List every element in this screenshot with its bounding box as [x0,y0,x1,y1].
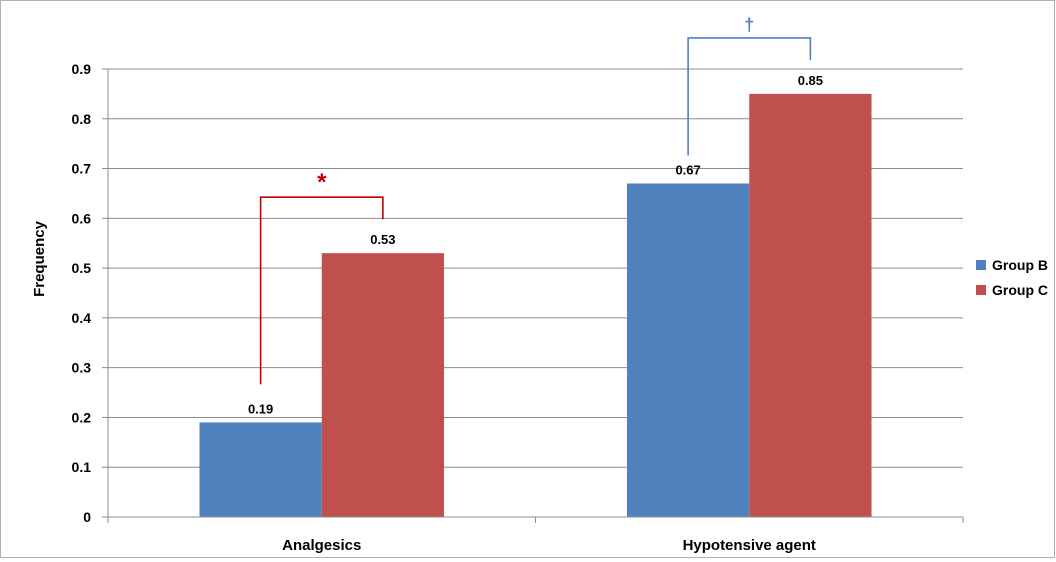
y-tick-label: 0.4 [72,310,92,326]
data-label: 0.67 [675,162,700,177]
bar [321,253,445,517]
bars [199,93,872,517]
y-tick-label: 0.5 [72,260,92,276]
significance-brackets: *† [259,15,812,385]
gridlines [108,68,963,468]
legend-label: Group B [992,257,1048,273]
data-label: 0.19 [248,401,273,416]
data-labels: 0.19 0.67 0.53 0.85 [248,73,823,417]
legend-label: Group C [992,282,1048,298]
legend-swatch [976,260,986,270]
legend: Group B Group C [976,257,1048,298]
data-label: 0.53 [370,232,395,247]
data-label: 0.85 [798,73,823,88]
y-tick-label: 0.9 [72,61,92,77]
x-category-label: Hypotensive agent [683,537,816,554]
y-tick-label: 0 [83,509,91,525]
y-tick-label: 0.6 [72,210,92,226]
y-tick-label: 0.3 [72,360,92,376]
bar [199,422,322,517]
axes: 0 0.1 0.2 0.3 0.4 0.5 0.6 0.7 0.8 0.9 Analgesics Hy… [72,61,964,554]
legend-swatch [976,285,986,295]
significance-marker: † [744,15,754,35]
bar [749,93,872,517]
x-category-label: Analgesics [282,537,361,554]
y-tick-label: 0.2 [72,409,92,425]
significance-bracket [687,37,812,156]
y-tick-label: 0.8 [72,111,92,127]
y-tick-label: 0.1 [72,459,92,475]
bar [626,183,750,517]
y-tick-label: 0.7 [72,161,92,177]
significance-marker: * [317,169,327,196]
significance-bracket [259,196,384,385]
y-axis-label: Frequency [31,220,48,297]
